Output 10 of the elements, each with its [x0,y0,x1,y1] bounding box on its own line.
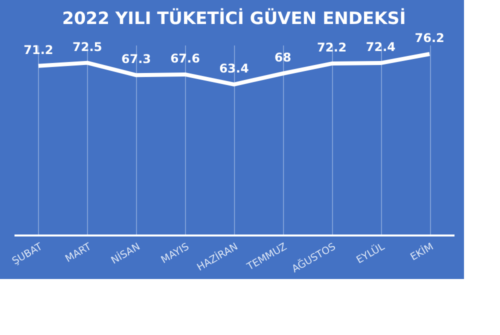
data-label: 63.4 [219,61,249,76]
data-label: 72.4 [366,40,396,54]
data-label: 68 [274,50,292,64]
chart-title: 2022 YILI TÜKETİCİ GÜVEN ENDEKSİ [62,8,406,30]
data-label: 72.2 [316,40,347,55]
data-label: 72.5 [72,40,102,54]
data-label: 67.3 [121,52,152,66]
data-label: 71.2 [24,42,54,57]
data-label: 76.2 [414,31,444,46]
data-label: 67.6 [170,51,200,66]
